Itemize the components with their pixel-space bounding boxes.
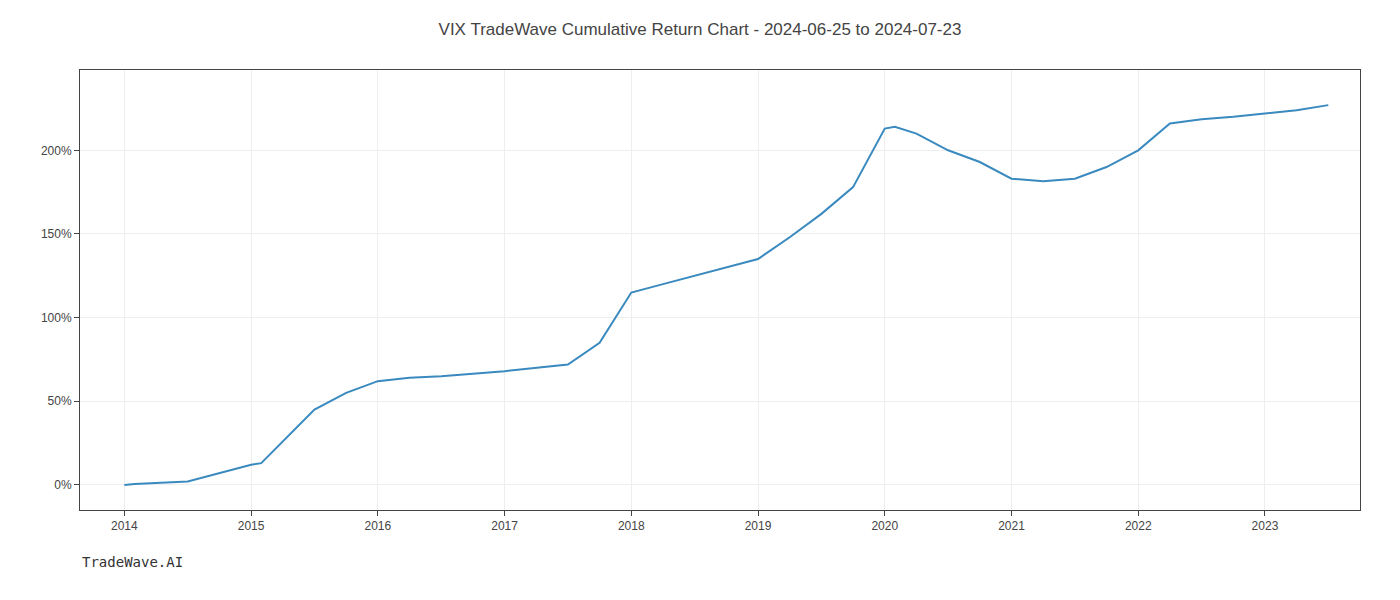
svg-text:50%: 50% (48, 394, 72, 408)
svg-text:0%: 0% (54, 478, 72, 492)
svg-text:2015: 2015 (238, 519, 265, 533)
svg-text:2014: 2014 (111, 519, 138, 533)
svg-text:150%: 150% (41, 227, 72, 241)
svg-text:200%: 200% (41, 144, 72, 158)
svg-text:100%: 100% (41, 311, 72, 325)
svg-text:TradeWave.AI: TradeWave.AI (82, 554, 183, 570)
svg-text:2023: 2023 (1252, 519, 1279, 533)
svg-text:2019: 2019 (745, 519, 772, 533)
svg-text:2022: 2022 (1125, 519, 1152, 533)
svg-text:2021: 2021 (998, 519, 1025, 533)
svg-text:2016: 2016 (364, 519, 391, 533)
svg-text:2020: 2020 (871, 519, 898, 533)
svg-text:2017: 2017 (491, 519, 518, 533)
svg-text:2018: 2018 (618, 519, 645, 533)
svg-text:VIX TradeWave Cumulative Retur: VIX TradeWave Cumulative Return Chart - … (439, 20, 962, 39)
